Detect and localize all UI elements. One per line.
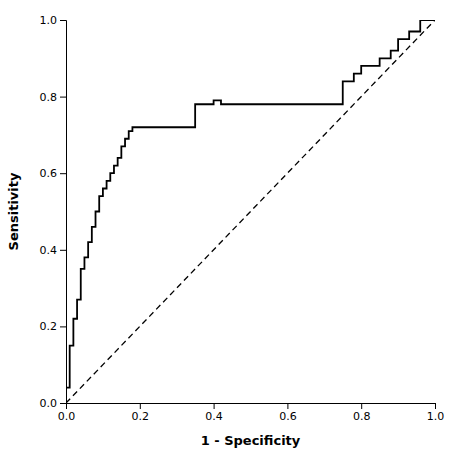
tick-label: 0.6 [40,167,58,180]
roc-line [66,20,435,403]
tick-mark [287,403,288,409]
chart: 0.0 0.2 0.4 0.6 0.8 1.0 0.0 0.2 0.4 0.6 0.8 1.0 1 - … [0,0,459,459]
tick-label: 1.0 [427,410,445,423]
tick: 0.2 [132,403,150,423]
tick-label: 0.8 [353,410,371,423]
tick-mark [60,403,66,404]
tick-mark [361,403,362,409]
tick-label: 0.8 [40,91,58,104]
tick: 0.6 [40,167,67,180]
tick: 0.8 [40,91,67,104]
tick-label: 1.0 [40,14,58,27]
tick-mark [60,173,66,174]
lines [66,20,435,403]
tick-label: 0.2 [40,320,58,333]
tick-mark [60,20,66,21]
tick: 0.4 [205,403,223,423]
tick-mark [60,326,66,327]
tick-mark [435,403,436,409]
x-axis-title: 1 - Specificity [201,433,301,448]
axis-domain [60,21,67,404]
tick-label: 0.4 [205,410,223,423]
tick: 0.0 [40,397,67,410]
tick: 0.4 [40,244,67,257]
tick-label: 0.4 [40,244,58,257]
tick-mark [60,97,66,98]
plot: 0.0 0.2 0.4 0.6 0.8 1.0 0.0 0.2 0.4 0.6 0.8 1.0 [40,14,445,423]
tick-mark [214,403,215,409]
tick-label: 0.0 [58,410,76,423]
tick: 0.8 [353,403,371,423]
x-axis: 0.0 0.2 0.4 0.6 0.8 1.0 [58,403,445,423]
tick-mark [60,250,66,251]
y-axis: 0.0 0.2 0.4 0.6 0.8 1.0 [40,14,67,410]
axis-domain [67,404,436,410]
tick: 0.0 [58,403,76,423]
tick-label: 0.2 [132,410,150,423]
tick: 0.6 [279,403,297,423]
reference-line [66,20,435,403]
tick: 1.0 [427,403,445,423]
tick-label: 0.6 [279,410,297,423]
tick-mark [140,403,141,409]
tick: 1.0 [40,14,67,27]
tick-label: 0.0 [40,397,58,410]
y-axis-title: Sensitivity [6,172,21,250]
tick: 0.2 [40,320,67,333]
